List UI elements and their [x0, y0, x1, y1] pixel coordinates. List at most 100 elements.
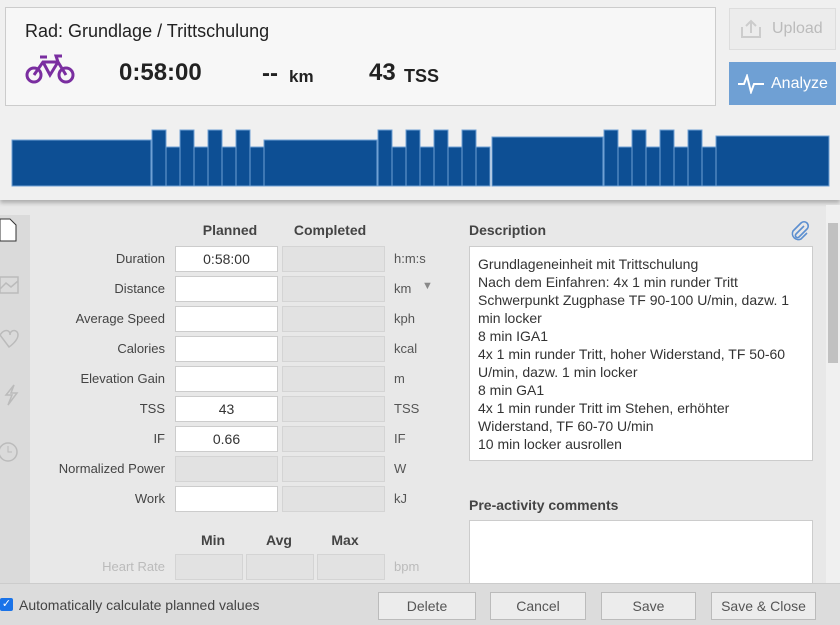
range-input — [175, 554, 243, 580]
comments-input[interactable] — [469, 520, 813, 585]
field-label: Normalized Power — [58, 461, 165, 476]
completed-input — [282, 246, 385, 272]
unit: IF — [394, 431, 406, 446]
range-input — [246, 554, 314, 580]
unit: bpm — [394, 559, 420, 574]
completed-input — [282, 426, 385, 452]
description-line: 8 min GA1 — [478, 382, 545, 398]
completed-input — [282, 366, 385, 392]
planned-input[interactable] — [175, 306, 278, 332]
profile-step — [715, 135, 830, 187]
profile-step — [151, 129, 167, 187]
profile-step — [433, 129, 449, 187]
comments-label: Pre-activity comments — [469, 497, 619, 513]
field-label: IF — [153, 431, 165, 446]
bike-icon — [25, 54, 75, 84]
profile-step — [617, 146, 633, 187]
description-line: 10 min locker ausrollen — [478, 436, 622, 452]
unit: kcal — [394, 341, 418, 356]
analyze-icon — [738, 74, 764, 94]
completed-input — [282, 336, 385, 362]
planned-input — [175, 456, 278, 482]
unit: TSS — [394, 401, 420, 416]
unit: W — [394, 461, 407, 476]
analyze-button[interactable]: Analyze — [729, 62, 836, 105]
footer-button[interactable]: Save — [601, 592, 696, 620]
profile-step — [165, 146, 181, 187]
description-line: Nach dem Einfahren: 4x 1 min runder Trit… — [478, 274, 790, 326]
profile-step — [11, 139, 152, 187]
column-header: Avg — [266, 532, 292, 548]
upload-button[interactable]: Upload — [729, 8, 836, 50]
planned-input[interactable] — [175, 336, 278, 362]
description-line: 4x 1 min runder Tritt im Stehen, erhöhte… — [478, 400, 730, 434]
scrollbar[interactable] — [826, 205, 840, 583]
summary-box — [5, 7, 716, 106]
profile-step — [461, 129, 477, 187]
auto-label: Automatically calculate planned values — [19, 597, 260, 613]
workout-profile — [11, 129, 830, 187]
unit: km — [394, 281, 412, 296]
profile-step — [193, 146, 209, 187]
field-label: TSS — [139, 401, 165, 416]
field-label: Heart Rate — [102, 559, 165, 574]
field-label: Calories — [117, 341, 165, 356]
description-line: 4x 1 min runder Tritt, hoher Widerstand,… — [478, 346, 786, 380]
field-label: Average Speed — [75, 311, 165, 326]
upload-label: Upload — [772, 20, 823, 37]
description-label: Description — [469, 222, 547, 238]
profile-step — [391, 146, 407, 187]
tss: 43 — [369, 59, 396, 86]
profile-step — [631, 129, 647, 187]
description-line: 8 min IGA1 — [478, 328, 549, 344]
field-label: Elevation Gain — [80, 371, 165, 386]
completed-input — [282, 396, 385, 422]
attach-icon[interactable] — [790, 220, 810, 242]
planned-input[interactable]: 43 — [175, 396, 278, 422]
profile-step — [179, 129, 195, 187]
column-header: Max — [331, 532, 359, 548]
planned-input[interactable] — [175, 486, 278, 512]
profile-step — [475, 146, 491, 187]
profile-step — [687, 129, 703, 187]
auto-checkbox[interactable]: ✓ — [0, 598, 13, 611]
completed-input — [282, 456, 385, 482]
footer-button[interactable]: Cancel — [490, 592, 586, 620]
profile-step — [405, 129, 421, 187]
field-label: Distance — [114, 281, 165, 296]
unit: h:m:s — [394, 251, 426, 266]
column-header: Planned — [202, 222, 258, 238]
footer-button[interactable]: Delete — [378, 592, 476, 620]
profile-step — [645, 146, 661, 187]
sidebar-icons — [0, 218, 19, 462]
profile-step — [447, 146, 463, 187]
footer-button[interactable]: Save & Close — [711, 592, 816, 620]
analyze-label: Analyze — [771, 75, 828, 92]
workout-title: Rad: Grundlage / Trittschulung — [25, 21, 270, 41]
column-header: Completed — [293, 222, 367, 238]
description-line: Grundlageneinheit mit Trittschulung — [478, 256, 699, 272]
profile-step — [419, 146, 435, 187]
profile-step — [603, 129, 619, 187]
unit-dropdown[interactable]: ▼ — [422, 280, 433, 292]
profile-step — [249, 146, 265, 187]
description-text[interactable]: Grundlageneinheit mit Trittschulung Nach … — [469, 246, 813, 461]
completed-input — [282, 276, 385, 302]
planned-input[interactable]: 0:58:00 — [175, 246, 278, 272]
profile-step — [673, 146, 689, 187]
range-input — [317, 554, 385, 580]
distance-unit: km — [289, 67, 314, 86]
completed-input — [282, 306, 385, 332]
column-header: Min — [200, 532, 226, 548]
planned-input[interactable] — [175, 276, 278, 302]
field-label: Duration — [115, 251, 165, 266]
distance: -- — [262, 60, 278, 87]
planned-input[interactable]: 0.66 — [175, 426, 278, 452]
profile-step — [491, 136, 604, 187]
duration: 0:58:00 — [119, 59, 202, 86]
profile-step — [377, 129, 393, 187]
field-label: Work — [134, 491, 165, 506]
profile-step — [263, 139, 378, 187]
tss-unit: TSS — [404, 66, 440, 86]
planned-input[interactable] — [175, 366, 278, 392]
